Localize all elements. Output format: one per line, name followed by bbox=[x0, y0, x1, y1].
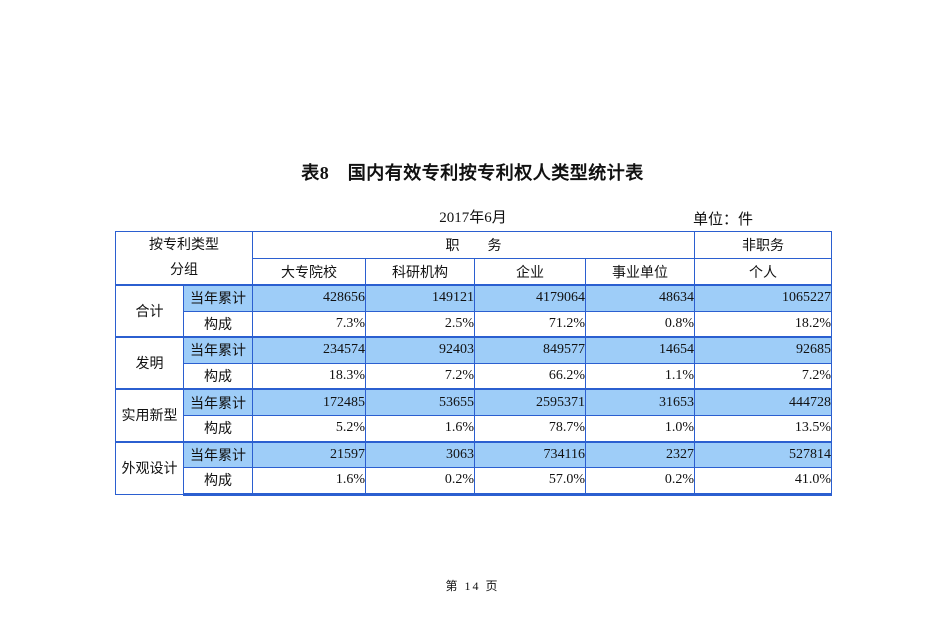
group-label-design: 外观设计 bbox=[115, 440, 184, 495]
row-label-composition: 构成 bbox=[183, 414, 253, 443]
data-cell: 2327 bbox=[585, 440, 695, 469]
data-cell: 1.0% bbox=[585, 414, 695, 443]
corner-header-line1: 按专利类型 bbox=[149, 238, 219, 253]
data-cell: 48634 bbox=[585, 283, 695, 312]
data-cell: 31653 bbox=[585, 388, 695, 416]
data-cell: 13.5% bbox=[694, 414, 832, 443]
corner-header-cell: 按专利类型 分组 bbox=[115, 231, 253, 286]
group-label-utility-model: 实用新型 bbox=[115, 388, 184, 443]
data-cell: 7.2% bbox=[694, 362, 832, 390]
table-row: 构成 18.3% 7.2% 66.2% 1.1% 7.2% bbox=[116, 362, 832, 390]
column-header-enterprise: 企业 bbox=[474, 258, 586, 286]
data-cell: 4179064 bbox=[474, 283, 586, 312]
column-header-individual: 个人 bbox=[694, 258, 832, 286]
data-cell: 527814 bbox=[694, 440, 832, 469]
data-cell: 172485 bbox=[252, 388, 366, 416]
corner-header-line2: 分组 bbox=[170, 263, 198, 278]
table-row: 构成 5.2% 1.6% 78.7% 1.0% 13.5% bbox=[116, 414, 832, 443]
patent-statistics-table: 按专利类型 分组 职 务 非职务 大专院校 科研机构 企业 事业单位 个人 合计… bbox=[115, 231, 832, 496]
data-cell: 57.0% bbox=[474, 467, 586, 496]
table-row: 合计 当年累计 428656 149121 4179064 48634 1065… bbox=[115, 283, 832, 338]
data-cell: 2.5% bbox=[365, 310, 475, 338]
data-cell: 92685 bbox=[694, 336, 832, 364]
data-cell: 0.2% bbox=[585, 467, 695, 496]
data-cell: 18.2% bbox=[694, 310, 832, 338]
data-cell: 66.2% bbox=[474, 362, 586, 390]
data-cell: 849577 bbox=[474, 336, 586, 364]
data-cell: 14654 bbox=[585, 336, 695, 364]
column-header-research: 科研机构 bbox=[365, 258, 475, 286]
column-header-institution: 事业单位 bbox=[585, 258, 695, 286]
table-date-label: 2017年6月 bbox=[439, 210, 507, 226]
table-header-row-1: 按专利类型 分组 职 务 非职务 bbox=[115, 231, 832, 286]
row-label-cumulative: 当年累计 bbox=[183, 283, 253, 312]
data-cell: 71.2% bbox=[474, 310, 586, 338]
data-cell: 53655 bbox=[365, 388, 475, 416]
data-cell: 1.1% bbox=[585, 362, 695, 390]
table-row: 发明 当年累计 234574 92403 849577 14654 92685 bbox=[115, 336, 832, 390]
data-cell: 7.2% bbox=[365, 362, 475, 390]
data-cell: 92403 bbox=[365, 336, 475, 364]
data-cell: 1.6% bbox=[252, 467, 366, 496]
data-cell: 0.2% bbox=[365, 467, 475, 496]
group-label-invention: 发明 bbox=[115, 336, 184, 390]
column-group-service: 职 务 bbox=[252, 231, 695, 259]
row-label-composition: 构成 bbox=[183, 467, 253, 496]
data-cell: 18.3% bbox=[252, 362, 366, 390]
data-cell: 1065227 bbox=[694, 283, 832, 312]
column-group-non-service: 非职务 bbox=[694, 231, 832, 259]
data-cell: 234574 bbox=[252, 336, 366, 364]
page-title: 表8 国内有效专利按专利权人类型统计表 bbox=[301, 163, 644, 183]
column-header-university: 大专院校 bbox=[252, 258, 366, 286]
table-row: 实用新型 当年累计 172485 53655 2595371 31653 444… bbox=[115, 388, 832, 443]
data-cell: 78.7% bbox=[474, 414, 586, 443]
data-cell: 3063 bbox=[365, 440, 475, 469]
row-label-cumulative: 当年累计 bbox=[183, 440, 253, 469]
data-cell: 149121 bbox=[365, 283, 475, 312]
table-row: 构成 1.6% 0.2% 57.0% 0.2% 41.0% bbox=[116, 467, 832, 496]
data-cell: 5.2% bbox=[252, 414, 366, 443]
table-row: 构成 7.3% 2.5% 71.2% 0.8% 18.2% bbox=[116, 310, 832, 338]
data-cell: 7.3% bbox=[252, 310, 366, 338]
data-cell: 21597 bbox=[252, 440, 366, 469]
data-cell: 444728 bbox=[694, 388, 832, 416]
data-cell: 734116 bbox=[474, 440, 586, 469]
data-cell: 428656 bbox=[252, 283, 366, 312]
group-label-total: 合计 bbox=[115, 283, 184, 338]
row-label-composition: 构成 bbox=[183, 362, 253, 390]
row-label-composition: 构成 bbox=[183, 310, 253, 338]
table-unit-label: 单位：件 bbox=[693, 212, 754, 228]
row-label-cumulative: 当年累计 bbox=[183, 336, 253, 364]
data-cell: 2595371 bbox=[474, 388, 586, 416]
data-cell: 0.8% bbox=[585, 310, 695, 338]
table-row: 外观设计 当年累计 21597 3063 734116 2327 527814 bbox=[115, 440, 832, 495]
data-cell: 41.0% bbox=[694, 467, 832, 496]
table-header-row-2: 大专院校 科研机构 企业 事业单位 个人 bbox=[116, 258, 832, 286]
row-label-cumulative: 当年累计 bbox=[183, 388, 253, 416]
data-cell: 1.6% bbox=[365, 414, 475, 443]
page-number-footer: 第 14 页 bbox=[445, 579, 500, 593]
